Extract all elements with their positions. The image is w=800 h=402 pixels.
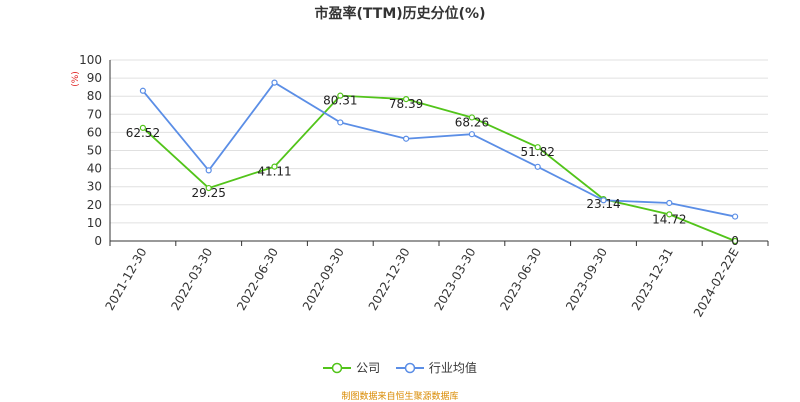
legend-item-industry[interactable]: 行业均值 bbox=[395, 359, 477, 376]
data-label: 68.26 bbox=[455, 115, 489, 129]
data-point-industry bbox=[205, 167, 212, 174]
y-tick-label: 50 bbox=[87, 144, 102, 158]
data-point-company bbox=[337, 92, 344, 99]
x-tick-label: 2022-06-30 bbox=[234, 246, 281, 313]
data-label: 80.31 bbox=[323, 94, 357, 108]
data-point-industry bbox=[403, 135, 410, 142]
data-point-company bbox=[731, 237, 739, 245]
legend: 公司 行业均值 bbox=[0, 359, 800, 377]
chart-title: 市盈率(TTM)历史分位(%) bbox=[314, 6, 486, 22]
x-tick-label: 2022-09-30 bbox=[300, 246, 347, 313]
x-tick-label: 2022-12-30 bbox=[366, 246, 413, 313]
data-point-industry bbox=[271, 79, 278, 86]
x-tick-label: 2021-12-30 bbox=[102, 246, 149, 313]
y-unit-label: (%) bbox=[71, 71, 81, 87]
x-tick-label: 2023-09-30 bbox=[563, 246, 610, 313]
x-tick-label: 2022-03-30 bbox=[168, 246, 215, 313]
data-point-industry bbox=[534, 163, 541, 170]
legend-label-company: 公司 bbox=[356, 361, 381, 375]
data-label: 14.72 bbox=[652, 212, 686, 226]
data-point-company bbox=[534, 144, 541, 151]
y-tick-label: 20 bbox=[87, 198, 102, 212]
x-tick-label: 2023-03-30 bbox=[431, 246, 478, 313]
legend-line-icon bbox=[395, 362, 424, 373]
legend-label-industry: 行业均值 bbox=[428, 361, 477, 375]
data-point-industry bbox=[337, 119, 344, 126]
y-tick-label: 70 bbox=[87, 107, 102, 121]
data-point-company bbox=[468, 114, 475, 121]
data-point-company bbox=[139, 124, 146, 131]
data-label: 51.82 bbox=[521, 145, 555, 159]
data-point-company bbox=[205, 184, 212, 192]
data-point-industry bbox=[468, 131, 475, 138]
data-point-company bbox=[666, 211, 673, 218]
x-tick-label: 2023-06-30 bbox=[497, 246, 544, 313]
y-tick-label: 30 bbox=[87, 180, 102, 194]
y-tick-label: 80 bbox=[87, 89, 102, 103]
y-tick-label: 90 bbox=[87, 71, 102, 85]
data-point-industry bbox=[666, 199, 673, 207]
data-point-industry bbox=[600, 197, 607, 204]
source-note: 制图数据来自恒生聚源数据库 bbox=[341, 392, 459, 402]
series-line-industry bbox=[142, 81, 736, 218]
series-line-company bbox=[142, 94, 736, 242]
x-tick-label: 2024-02-22E bbox=[691, 246, 742, 320]
y-tick-label: 100 bbox=[79, 53, 102, 67]
data-label: 62.52 bbox=[126, 126, 160, 140]
data-label: 0 bbox=[731, 234, 739, 248]
data-label: 41.11 bbox=[257, 165, 291, 179]
y-tick-label: 0 bbox=[94, 234, 102, 248]
legend-line-icon bbox=[323, 362, 352, 373]
data-point-industry bbox=[731, 213, 739, 220]
data-label: 29.25 bbox=[192, 186, 226, 200]
data-point-industry bbox=[139, 87, 146, 94]
data-point-company bbox=[271, 163, 278, 170]
legend-item-company[interactable]: 公司 bbox=[323, 359, 380, 376]
y-tick-label: 60 bbox=[87, 125, 102, 139]
data-point-company bbox=[403, 96, 410, 103]
x-tick-label: 2023-12-31 bbox=[629, 246, 676, 313]
data-label: 23.14 bbox=[586, 197, 620, 211]
y-tick-label: 40 bbox=[87, 162, 102, 176]
data-label: 78.39 bbox=[389, 97, 423, 111]
y-tick-label: 10 bbox=[87, 216, 102, 230]
